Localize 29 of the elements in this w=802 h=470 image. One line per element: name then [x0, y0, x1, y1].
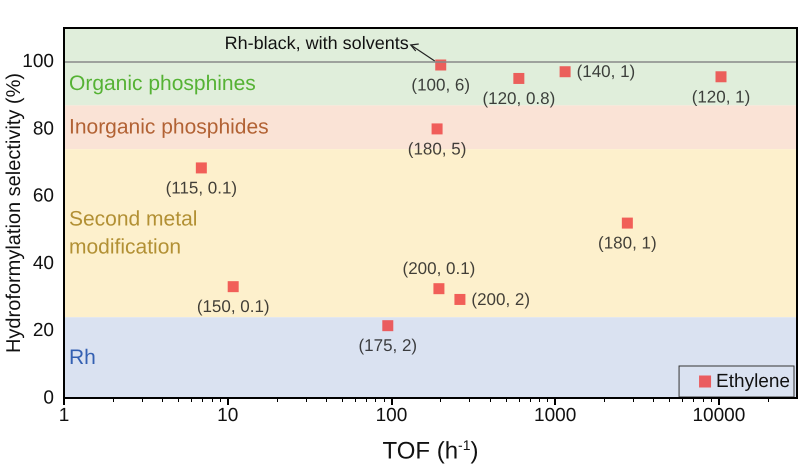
data-label: (115, 0.1) [166, 178, 238, 198]
data-label: (120, 1) [692, 87, 750, 106]
y-tick-label: 40 [32, 252, 54, 274]
band-label: Rh [69, 346, 96, 370]
band-label: Inorganic phosphides [69, 116, 269, 139]
annotation: Rh-black, with solvents [224, 33, 409, 53]
data-label: (150, 0.1) [196, 297, 270, 316]
data-label: (180, 5) [408, 139, 466, 158]
y-tick-label: 100 [22, 51, 54, 72]
band-label: Second metal modification [69, 208, 204, 259]
y-tick-label: 80 [32, 118, 54, 140]
legend-label: Ethylene [716, 371, 790, 392]
x-tick-label: 1 [58, 405, 70, 426]
y-tick-label: 0 [43, 388, 54, 408]
x-tick-label: 10 [217, 405, 238, 426]
y-tick-label: 20 [32, 320, 54, 342]
data-label: (100, 6) [411, 76, 470, 94]
data-label: (175, 2) [358, 336, 418, 356]
data-label: (200, 2) [471, 290, 530, 309]
x-tick-label: 1000 [534, 405, 576, 426]
x-tick-label: 10000 [692, 405, 746, 426]
data-label: (200, 0.1) [402, 259, 476, 278]
band-label: Organic phosphines [69, 72, 256, 95]
data-label: (140, 1) [576, 62, 636, 82]
y-axis-title: Hydroformylation selectivity (%) [3, 72, 25, 354]
x-tick-label: 100 [376, 405, 408, 426]
data-label: (180, 1) [598, 234, 657, 253]
data-label: (120, 0.8) [482, 88, 556, 108]
y-tick-label: 60 [32, 186, 54, 207]
